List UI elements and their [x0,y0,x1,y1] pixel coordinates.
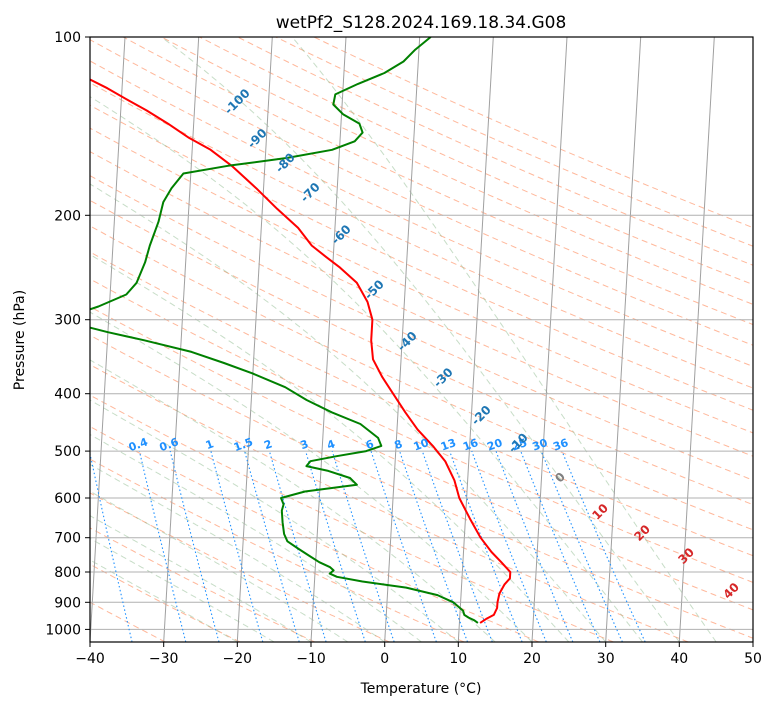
x-tick-label: 10 [449,651,467,667]
y-axis-label: Pressure (hPa) [12,290,28,390]
x-tick-label: 20 [523,651,541,667]
x-tick-label: −30 [149,651,179,667]
y-tick-label: 600 [54,491,81,507]
x-tick-label: 0 [380,651,389,667]
x-tick-label: 40 [670,651,688,667]
y-tick-label: 1000 [45,622,81,638]
y-tick-label: 300 [54,313,81,329]
y-tick-label: 900 [54,595,81,611]
y-tick-label: 400 [54,387,81,403]
x-tick-label: −20 [223,651,253,667]
x-tick-label: 30 [597,651,615,667]
x-tick-label: −10 [296,651,326,667]
y-tick-label: 500 [54,444,81,460]
x-tick-label: 50 [744,651,762,667]
y-tick-label: 200 [54,208,81,224]
y-tick-label: 800 [54,565,81,581]
x-tick-label: −40 [75,651,105,667]
y-tick-label: 700 [54,531,81,547]
chart-title: wetPf2_S128.2024.169.18.34.G08 [276,13,567,33]
y-tick-label: 100 [54,30,81,46]
x-axis-label: Temperature (°C) [360,681,482,697]
